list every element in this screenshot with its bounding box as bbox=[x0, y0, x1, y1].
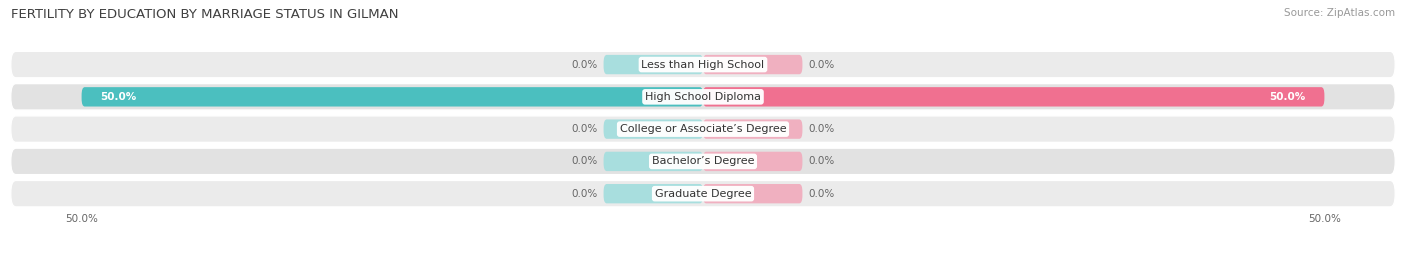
Text: 0.0%: 0.0% bbox=[571, 59, 598, 70]
FancyBboxPatch shape bbox=[703, 184, 803, 203]
Text: 0.0%: 0.0% bbox=[808, 156, 835, 167]
FancyBboxPatch shape bbox=[11, 84, 1395, 110]
Text: 0.0%: 0.0% bbox=[808, 59, 835, 70]
FancyBboxPatch shape bbox=[603, 55, 703, 74]
Text: College or Associate’s Degree: College or Associate’s Degree bbox=[620, 124, 786, 134]
Text: Graduate Degree: Graduate Degree bbox=[655, 189, 751, 199]
FancyBboxPatch shape bbox=[703, 152, 803, 171]
Text: 0.0%: 0.0% bbox=[571, 124, 598, 134]
Text: 0.0%: 0.0% bbox=[808, 124, 835, 134]
FancyBboxPatch shape bbox=[703, 87, 1324, 107]
Text: 0.0%: 0.0% bbox=[571, 189, 598, 199]
FancyBboxPatch shape bbox=[11, 180, 1395, 207]
FancyBboxPatch shape bbox=[11, 116, 1395, 142]
FancyBboxPatch shape bbox=[603, 119, 703, 139]
Text: Source: ZipAtlas.com: Source: ZipAtlas.com bbox=[1284, 8, 1395, 18]
FancyBboxPatch shape bbox=[11, 148, 1395, 175]
Text: 0.0%: 0.0% bbox=[808, 189, 835, 199]
FancyBboxPatch shape bbox=[11, 51, 1395, 78]
FancyBboxPatch shape bbox=[82, 87, 703, 107]
Text: High School Diploma: High School Diploma bbox=[645, 92, 761, 102]
Text: FERTILITY BY EDUCATION BY MARRIAGE STATUS IN GILMAN: FERTILITY BY EDUCATION BY MARRIAGE STATU… bbox=[11, 8, 399, 21]
FancyBboxPatch shape bbox=[603, 184, 703, 203]
Text: 50.0%: 50.0% bbox=[1270, 92, 1306, 102]
Text: 50.0%: 50.0% bbox=[100, 92, 136, 102]
FancyBboxPatch shape bbox=[603, 152, 703, 171]
Text: 0.0%: 0.0% bbox=[571, 156, 598, 167]
Text: Less than High School: Less than High School bbox=[641, 59, 765, 70]
FancyBboxPatch shape bbox=[703, 119, 803, 139]
Text: Bachelor’s Degree: Bachelor’s Degree bbox=[652, 156, 754, 167]
FancyBboxPatch shape bbox=[703, 55, 803, 74]
